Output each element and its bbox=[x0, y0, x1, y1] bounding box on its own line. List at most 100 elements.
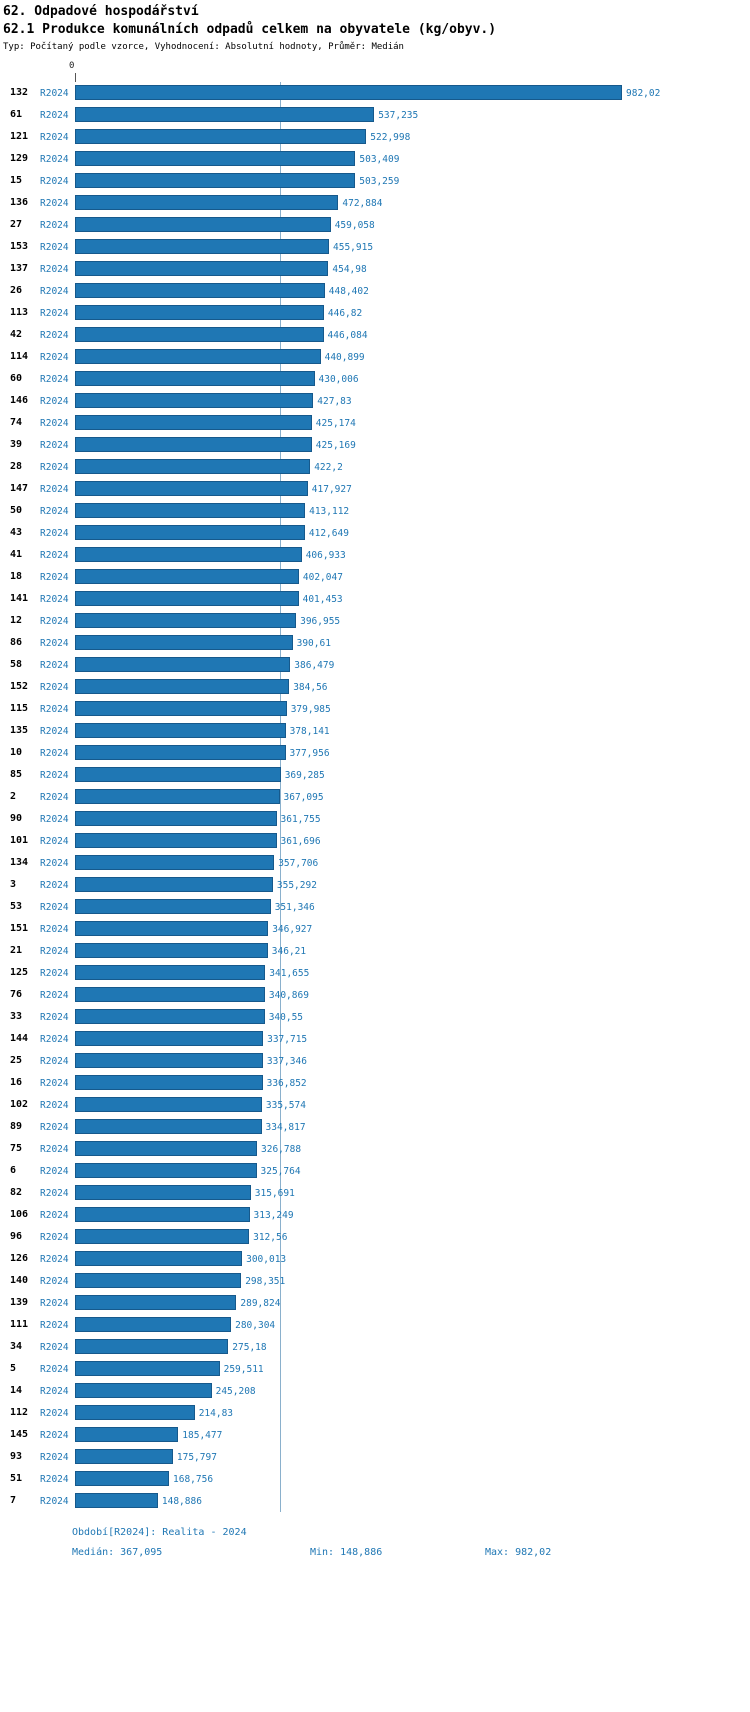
row-id: 50 bbox=[10, 505, 23, 516]
bar-value-label: 357,706 bbox=[278, 858, 319, 869]
bar bbox=[75, 943, 268, 958]
bar bbox=[75, 745, 286, 760]
bar-row: 137 R2024 454,98 bbox=[0, 258, 750, 280]
bar bbox=[75, 261, 329, 276]
bar bbox=[75, 283, 325, 298]
bar-row: 42 R2024 446,084 bbox=[0, 324, 750, 346]
bar bbox=[75, 437, 312, 452]
row-id: 126 bbox=[10, 1253, 29, 1264]
row-id: 60 bbox=[10, 373, 23, 384]
bar-value-label: 384,56 bbox=[293, 682, 328, 693]
bar-row: 10 R2024 377,956 bbox=[0, 742, 750, 764]
bar-value-label: 168,756 bbox=[173, 1474, 214, 1485]
row-series-label: R2024 bbox=[40, 968, 69, 979]
bar bbox=[75, 723, 286, 738]
row-id: 12 bbox=[10, 615, 23, 626]
bar bbox=[75, 107, 375, 122]
bar-row: 96 R2024 312,56 bbox=[0, 1226, 750, 1248]
footer-min: Min: 148,886 bbox=[310, 1547, 383, 1558]
row-id: 18 bbox=[10, 571, 23, 582]
bar-value-label: 422,2 bbox=[314, 462, 343, 473]
bar bbox=[75, 129, 367, 144]
row-id: 86 bbox=[10, 637, 23, 648]
row-series-label: R2024 bbox=[40, 462, 69, 473]
row-series-label: R2024 bbox=[40, 616, 69, 627]
bar-row: 61 R2024 537,235 bbox=[0, 104, 750, 126]
chart-meta: Typ: Počítaný podle vzorce, Vyhodnocení:… bbox=[3, 42, 404, 52]
row-series-label: R2024 bbox=[40, 176, 69, 187]
bar-row: 146 R2024 427,83 bbox=[0, 390, 750, 412]
bar-value-label: 390,61 bbox=[296, 638, 331, 649]
row-id: 136 bbox=[10, 197, 29, 208]
row-id: 42 bbox=[10, 329, 23, 340]
row-id: 58 bbox=[10, 659, 23, 670]
row-id: 139 bbox=[10, 1297, 29, 1308]
row-series-label: R2024 bbox=[40, 396, 69, 407]
bar bbox=[75, 1031, 264, 1046]
bar-row: 18 R2024 402,047 bbox=[0, 566, 750, 588]
bar-row: 39 R2024 425,169 bbox=[0, 434, 750, 456]
bar-row: 3 R2024 355,292 bbox=[0, 874, 750, 896]
bar-value-label: 337,715 bbox=[267, 1034, 308, 1045]
bar-row: 90 R2024 361,755 bbox=[0, 808, 750, 830]
bar-row: 125 R2024 341,655 bbox=[0, 962, 750, 984]
bar-value-label: 289,824 bbox=[240, 1298, 281, 1309]
footer-max: Max: 982,02 bbox=[485, 1547, 552, 1558]
median-line bbox=[279, 82, 281, 1512]
row-series-label: R2024 bbox=[40, 1254, 69, 1265]
bar-chart: 132 R2024 982,02 61 R2024 537,235 121 R2024 522,… bbox=[0, 82, 750, 1512]
bar-value-label: 367,095 bbox=[283, 792, 324, 803]
row-id: 137 bbox=[10, 263, 29, 274]
bar-value-label: 369,285 bbox=[284, 770, 325, 781]
bar-row: 114 R2024 440,899 bbox=[0, 346, 750, 368]
bar-value-label: 275,18 bbox=[232, 1342, 267, 1353]
bar bbox=[75, 1119, 262, 1134]
row-series-label: R2024 bbox=[40, 528, 69, 539]
bar-value-label: 406,933 bbox=[305, 550, 346, 561]
bar-row: 53 R2024 351,346 bbox=[0, 896, 750, 918]
row-series-label: R2024 bbox=[40, 1408, 69, 1419]
bar bbox=[75, 569, 299, 584]
row-id: 10 bbox=[10, 747, 23, 758]
bar bbox=[75, 789, 280, 804]
bar-row: 144 R2024 337,715 bbox=[0, 1028, 750, 1050]
bar bbox=[75, 1449, 173, 1464]
bar bbox=[75, 811, 277, 826]
row-id: 125 bbox=[10, 967, 29, 978]
row-series-label: R2024 bbox=[40, 792, 69, 803]
page-title: 62. Odpadové hospodářství bbox=[3, 4, 199, 19]
row-series-label: R2024 bbox=[40, 198, 69, 209]
row-series-label: R2024 bbox=[40, 418, 69, 429]
row-id: 43 bbox=[10, 527, 23, 538]
axis-zero-tick bbox=[75, 73, 76, 82]
row-id: 101 bbox=[10, 835, 29, 846]
bar bbox=[75, 1471, 169, 1486]
row-id: 61 bbox=[10, 109, 23, 120]
bar bbox=[75, 85, 622, 100]
bar-value-label: 459,058 bbox=[334, 220, 375, 231]
row-id: 102 bbox=[10, 1099, 29, 1110]
bar-value-label: 522,998 bbox=[370, 132, 411, 143]
bar bbox=[75, 415, 312, 430]
row-id: 89 bbox=[10, 1121, 23, 1132]
row-series-label: R2024 bbox=[40, 1122, 69, 1133]
bar bbox=[75, 833, 277, 848]
row-id: 53 bbox=[10, 901, 23, 912]
row-id: 82 bbox=[10, 1187, 23, 1198]
row-series-label: R2024 bbox=[40, 1276, 69, 1287]
row-id: 146 bbox=[10, 395, 29, 406]
row-id: 121 bbox=[10, 131, 29, 142]
row-series-label: R2024 bbox=[40, 726, 69, 737]
bar-value-label: 245,208 bbox=[215, 1386, 256, 1397]
row-series-label: R2024 bbox=[40, 110, 69, 121]
row-id: 15 bbox=[10, 175, 23, 186]
row-id: 74 bbox=[10, 417, 23, 428]
bar bbox=[75, 459, 311, 474]
bar bbox=[75, 173, 356, 188]
bar bbox=[75, 877, 273, 892]
bar-value-label: 401,453 bbox=[302, 594, 343, 605]
bar bbox=[75, 1361, 220, 1376]
bar-value-label: 402,047 bbox=[302, 572, 343, 583]
bar-row: 15 R2024 503,259 bbox=[0, 170, 750, 192]
bar-row: 136 R2024 472,884 bbox=[0, 192, 750, 214]
